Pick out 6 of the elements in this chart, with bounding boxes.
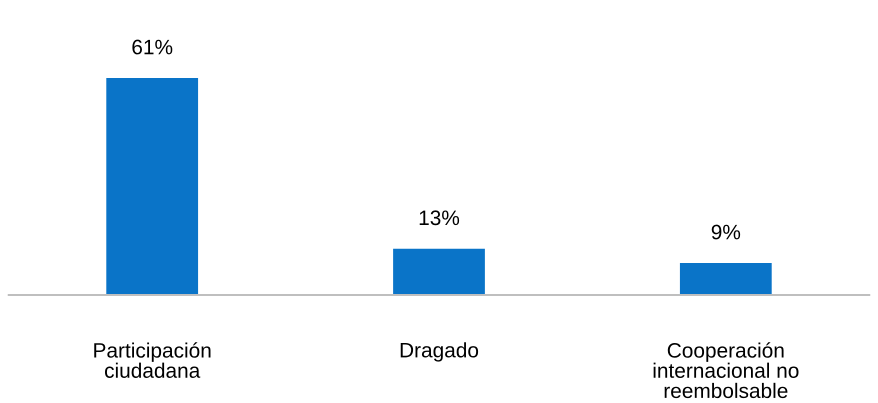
x-tick-label: Participación ciudadana bbox=[94, 342, 210, 378]
data-label: 61% bbox=[132, 40, 172, 54]
x-tick-label: Cooperación internacional no reembolsable bbox=[654, 342, 798, 398]
data-label: 13% bbox=[420, 210, 460, 226]
data-label: 9% bbox=[712, 224, 740, 240]
x-tick-label: Dragado bbox=[400, 342, 478, 362]
